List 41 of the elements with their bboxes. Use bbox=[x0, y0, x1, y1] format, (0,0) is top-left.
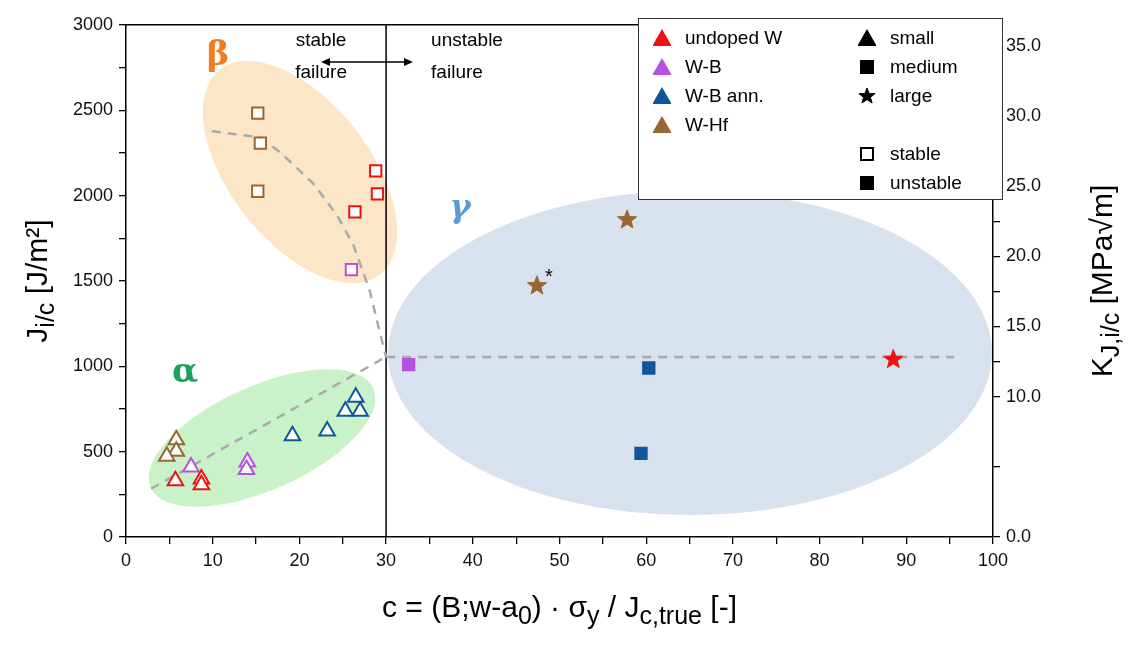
annotation: β bbox=[205, 33, 231, 75]
annotation: γ bbox=[448, 187, 472, 227]
y-tick-label: 500 bbox=[82, 440, 113, 461]
legend-label: medium bbox=[890, 55, 958, 78]
x-tick-label: 70 bbox=[722, 549, 743, 570]
x-tick-label: 0 bbox=[120, 549, 132, 570]
x-tick-label: 100 bbox=[977, 549, 1009, 570]
legend-label: W-B bbox=[685, 55, 722, 78]
legend-label: unstable bbox=[890, 171, 962, 194]
annotation: stable failure bbox=[294, 28, 348, 84]
y2-tick-label: 10.0 bbox=[1006, 385, 1042, 406]
x-tick-label: 80 bbox=[809, 549, 830, 570]
y-tick-label: 2500 bbox=[72, 99, 113, 120]
x-tick-label: 30 bbox=[376, 549, 397, 570]
x-axis-title: c = (B;w-a$_{0}$) · σ$_{y}$ / J$_{c,true}$ [-] bbox=[381, 590, 738, 630]
annotation: * bbox=[544, 265, 553, 288]
legend-label: W-Hf bbox=[685, 113, 728, 136]
y-tick-label: 2000 bbox=[72, 184, 113, 205]
x-tick-label: 50 bbox=[549, 549, 570, 570]
x-tick-label: 20 bbox=[289, 549, 310, 570]
legend-label: W-B ann. bbox=[685, 84, 764, 107]
y-tick-label: 0 bbox=[102, 525, 113, 546]
y-tick-label: 3000 bbox=[72, 13, 113, 34]
legend-label: undoped W bbox=[685, 26, 783, 49]
annotation: unstable failure bbox=[431, 28, 504, 84]
y2-tick-label: 30.0 bbox=[1006, 104, 1042, 125]
y2-tick-label: 35.0 bbox=[1006, 34, 1042, 55]
x-tick-label: 10 bbox=[202, 549, 223, 570]
y2-tick-label: 15.0 bbox=[1006, 315, 1042, 336]
y2-tick-label: 20.0 bbox=[1006, 245, 1042, 266]
x-tick-label: 40 bbox=[462, 549, 483, 570]
annotation: α bbox=[170, 350, 200, 392]
y-tick-label: 1000 bbox=[72, 355, 113, 376]
x-tick-label: 90 bbox=[896, 549, 917, 570]
y2-tick-label: 0.0 bbox=[1006, 525, 1032, 546]
y2-tick-label: 25.0 bbox=[1006, 175, 1042, 196]
legend-label: small bbox=[890, 26, 935, 49]
legend-label: stable bbox=[890, 142, 941, 165]
y-tick-label: 1500 bbox=[72, 269, 113, 290]
x-tick-label: 60 bbox=[636, 549, 657, 570]
legend-label: large bbox=[890, 84, 933, 107]
